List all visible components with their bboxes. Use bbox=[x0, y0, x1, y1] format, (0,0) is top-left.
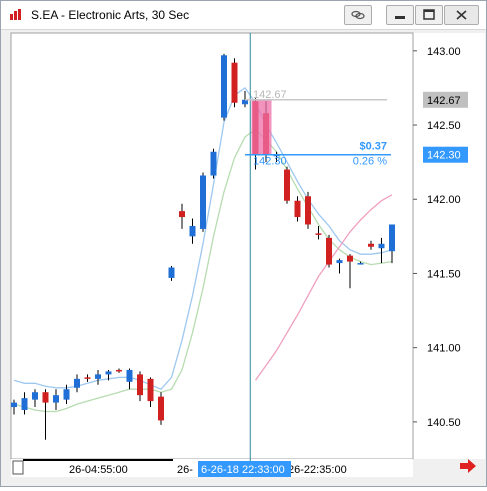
chart-area[interactable]: 142.67 142.30 $0.37 0.26 % 143.00 142.50 142.… bbox=[1, 30, 486, 486]
price-chart[interactable]: 142.67 142.30 $0.37 0.26 % 143.00 142.50 142.… bbox=[1, 30, 486, 486]
y-tick-label: 141.50 bbox=[427, 268, 461, 280]
candle-body bbox=[32, 392, 38, 400]
window-title: S.EA - Electronic Arts, 30 Sec bbox=[31, 8, 190, 22]
marker-price-box bbox=[423, 146, 468, 163]
candle-body bbox=[137, 374, 143, 396]
restore-icon bbox=[395, 16, 405, 19]
change-percent-label: 0.26 % bbox=[353, 156, 387, 168]
scroll-right-arrow[interactable] bbox=[460, 459, 476, 473]
candle-body bbox=[210, 151, 217, 176]
y-tick-label: 140.50 bbox=[427, 417, 461, 429]
y-axis-ticks: 143.00 142.50 142.00 141.50 141.00 140.50 142.… bbox=[413, 46, 468, 429]
candle-body bbox=[21, 398, 28, 411]
overlays: 142.67 142.30 $0.37 0.26 % bbox=[245, 33, 391, 477]
measure-highlight bbox=[251, 99, 272, 155]
y-tick-label: 143.00 bbox=[427, 46, 461, 58]
candle-body bbox=[357, 263, 364, 265]
candle-body bbox=[42, 392, 49, 403]
y-tick-label: 142.50 bbox=[427, 120, 461, 132]
candle-body bbox=[389, 224, 395, 252]
x-axis-label: 26-22:35:00 bbox=[288, 464, 347, 476]
app-icon bbox=[10, 9, 21, 20]
candle-body bbox=[95, 374, 101, 379]
y-tick-label: 142.00 bbox=[427, 194, 461, 206]
title-bar[interactable]: S.EA - Electronic Arts, 30 Sec bbox=[1, 1, 486, 30]
scroll-box[interactable] bbox=[12, 460, 24, 475]
candle-body bbox=[336, 260, 343, 264]
candle-body bbox=[200, 175, 206, 229]
candle-body bbox=[105, 371, 112, 375]
candle-body bbox=[168, 267, 175, 278]
candle-body bbox=[315, 233, 322, 235]
candle-body bbox=[11, 402, 17, 408]
candle-body bbox=[116, 369, 122, 372]
candle-body bbox=[231, 62, 238, 103]
x-axis-label: 26-04:55:00 bbox=[69, 464, 128, 476]
candle-body bbox=[221, 55, 227, 118]
last-price-box bbox=[423, 91, 468, 108]
candle-body bbox=[63, 389, 70, 400]
crosshair-time-box bbox=[198, 461, 291, 477]
candle-body bbox=[273, 154, 280, 157]
minimize-button[interactable] bbox=[386, 5, 414, 25]
candle-body bbox=[305, 196, 311, 225]
x-axis-labels: 26-04:55:00 26- 26-22:35:006-26-18 22:33:0… bbox=[69, 461, 347, 477]
candle-body bbox=[179, 211, 185, 218]
candle-body bbox=[284, 169, 290, 201]
close-button[interactable] bbox=[444, 5, 479, 25]
link-icon bbox=[351, 10, 365, 20]
candle-body bbox=[147, 378, 154, 402]
candle-body bbox=[189, 225, 196, 237]
candle-body bbox=[74, 378, 80, 388]
end-price-label: 142.30 bbox=[253, 156, 287, 168]
close-icon bbox=[456, 10, 467, 20]
candle-body bbox=[294, 200, 301, 218]
start-price-label: 142.67 bbox=[253, 89, 287, 101]
link-button[interactable] bbox=[344, 5, 372, 25]
candle-body bbox=[347, 255, 353, 262]
crosshair-time-label: 6-26-18 22:33:00 bbox=[201, 464, 285, 476]
maximize-button[interactable] bbox=[415, 5, 443, 25]
candle-body bbox=[326, 237, 332, 265]
candle-body bbox=[158, 396, 164, 421]
candle-body bbox=[53, 395, 59, 403]
candle-body bbox=[368, 243, 374, 247]
candle-body bbox=[126, 369, 133, 382]
marker-price-label: 142.30 bbox=[427, 150, 461, 162]
candle-body bbox=[84, 377, 91, 379]
moving-average-line bbox=[254, 194, 393, 381]
maximize-icon bbox=[423, 9, 435, 20]
x-axis-label: 26- bbox=[177, 464, 193, 476]
candle-body bbox=[378, 243, 385, 249]
last-price-label: 142.67 bbox=[427, 95, 461, 107]
y-tick-label: 141.00 bbox=[427, 343, 461, 355]
candle-body bbox=[242, 99, 248, 105]
change-amount-label: $0.37 bbox=[359, 141, 387, 153]
